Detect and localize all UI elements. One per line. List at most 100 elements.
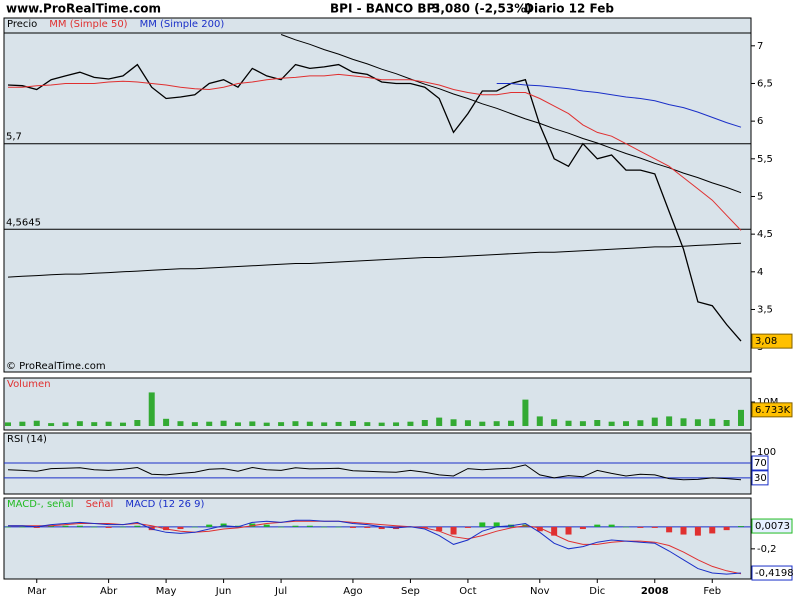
volume-bar xyxy=(177,421,184,426)
volume-bar xyxy=(493,421,500,426)
histogram-bar xyxy=(694,526,701,536)
quote: 3,080 (-2,53%) xyxy=(432,2,532,16)
histogram-bar xyxy=(565,526,572,535)
hline-label: 5,7 xyxy=(6,132,22,143)
volume-bar xyxy=(306,421,313,426)
level-box xyxy=(751,470,769,486)
volume-bar xyxy=(565,420,572,426)
x-tick-label: Oct xyxy=(459,586,476,597)
y-tick-label: 3,5 xyxy=(757,304,773,315)
x-tick-label: Jun xyxy=(215,586,232,597)
histogram-bar xyxy=(76,525,83,527)
y-tick-label: 5,5 xyxy=(757,154,773,165)
histogram-bar xyxy=(191,526,198,528)
histogram-bar xyxy=(608,524,615,527)
last-value-box xyxy=(751,402,793,418)
volume-bar xyxy=(321,422,328,426)
volume-bar xyxy=(551,419,558,426)
trend-line xyxy=(7,242,742,278)
level-box xyxy=(751,455,769,471)
volume-bar xyxy=(608,421,615,426)
volume-bar xyxy=(349,420,356,426)
histogram-bar xyxy=(206,524,213,527)
series-line xyxy=(8,73,742,231)
volume-bar xyxy=(148,392,155,426)
legend-entry: MM (Simple 200) xyxy=(140,19,225,30)
volume-bar xyxy=(278,422,285,426)
y-tick-label: 6,5 xyxy=(757,78,773,89)
panel-title: RSI (14) xyxy=(7,434,47,445)
histogram-bar xyxy=(335,526,342,528)
volume-bar xyxy=(666,416,673,426)
histogram-bar xyxy=(450,526,457,535)
histogram-bar xyxy=(33,526,40,528)
volume-bar xyxy=(5,422,11,426)
series-line xyxy=(496,83,742,128)
series-line xyxy=(8,519,742,575)
volume-bar xyxy=(378,422,385,426)
histogram-bar xyxy=(709,526,716,534)
x-tick-label: Mar xyxy=(27,586,47,597)
credit: © ProRealTime.com xyxy=(6,361,106,372)
histogram-bar xyxy=(321,526,328,528)
x-tick-label: Jul xyxy=(274,586,287,597)
histogram-bar xyxy=(651,526,658,528)
histogram-bar xyxy=(306,525,313,527)
histogram-bar xyxy=(493,522,500,527)
histogram-bar xyxy=(119,526,126,528)
level-label: 70 xyxy=(754,458,767,469)
histogram-bar xyxy=(680,526,687,535)
last-value-box xyxy=(751,565,793,581)
last-value-box xyxy=(751,333,793,349)
histogram-bar xyxy=(723,526,730,531)
panel-title: Volumen xyxy=(7,379,51,390)
x-tick-label: 2008 xyxy=(641,586,669,597)
y-tick-label: 4,5 xyxy=(757,229,773,240)
histogram-bar xyxy=(738,526,744,527)
histogram-bar xyxy=(19,526,26,528)
volume-bar xyxy=(62,422,69,426)
x-tick-label: Sep xyxy=(401,586,420,597)
volume-bar xyxy=(249,421,256,426)
period: Diario 12 Feb xyxy=(524,2,614,16)
volume-bar xyxy=(579,421,586,426)
volume-bar xyxy=(335,421,342,426)
histogram-bar xyxy=(349,526,356,528)
legend-entry: MACD-, señal xyxy=(7,499,74,510)
legend-entry: MACD (12 26 9) xyxy=(125,499,204,510)
last-value-label: 3,08 xyxy=(755,336,777,347)
histogram-bar xyxy=(551,526,558,536)
series-line xyxy=(7,464,742,481)
volume-bar xyxy=(680,418,687,426)
volume-bar xyxy=(48,423,55,426)
volume-bar xyxy=(33,420,40,426)
histogram-bar xyxy=(623,526,630,528)
histogram-bar xyxy=(134,525,141,527)
y-tick-label: 6 xyxy=(757,116,763,127)
y-tick-label: 7 xyxy=(757,41,763,52)
volume-bar xyxy=(694,419,701,426)
y-tick-label: 100 xyxy=(757,447,776,458)
histogram-bar xyxy=(364,526,371,528)
histogram-bar xyxy=(177,526,184,530)
histogram-bar xyxy=(637,526,644,528)
x-tick-label: Dic xyxy=(589,586,605,597)
volume-bar xyxy=(134,420,141,426)
histogram-bar xyxy=(579,526,586,530)
volume-bar xyxy=(407,421,414,426)
histogram-bar xyxy=(378,526,385,530)
x-tick-label: Feb xyxy=(703,586,721,597)
hline-label: 4,5645 xyxy=(6,217,41,228)
histogram-bar xyxy=(594,524,601,527)
volume-bar xyxy=(91,422,98,426)
histogram-bar xyxy=(436,526,443,532)
volume-bar xyxy=(234,422,241,426)
macd-panel xyxy=(3,497,752,580)
histogram-bar xyxy=(278,526,285,528)
histogram-bar xyxy=(91,526,98,528)
histogram-bar xyxy=(48,525,55,527)
trend-line xyxy=(280,34,742,194)
volume-bar xyxy=(709,418,716,426)
histogram-bar xyxy=(234,525,241,527)
site: www.ProRealTime.com xyxy=(6,2,161,16)
